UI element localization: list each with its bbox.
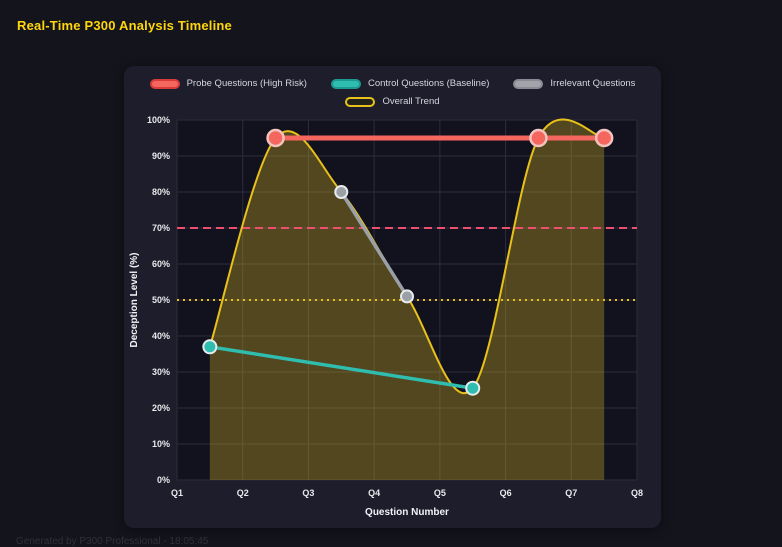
legend-row: Probe Questions (High Risk) Control Quest… xyxy=(149,78,635,89)
legend-swatch-trend xyxy=(345,96,376,107)
page-footer: Generated by P300 Professional - 18:05:4… xyxy=(16,536,209,547)
page-title: Real-Time P300 Analysis Timeline xyxy=(17,18,232,33)
legend-label: Irrelevant Questions xyxy=(550,78,636,89)
control-point xyxy=(202,339,218,355)
x-tick-label: Q4 xyxy=(368,488,380,498)
control-point xyxy=(465,380,481,396)
x-tick-label: Q6 xyxy=(500,488,512,498)
y-tick-label: 60% xyxy=(152,259,170,269)
chart-panel: Probe Questions (High Risk) Control Quest… xyxy=(124,66,661,528)
legend-item-irrelevant[interactable]: Irrelevant Questions xyxy=(513,78,635,89)
y-tick-label: 0% xyxy=(157,475,170,485)
irrelevant-point xyxy=(400,289,414,304)
legend-label: Overall Trend xyxy=(382,96,440,107)
y-tick-label: 20% xyxy=(152,403,170,413)
x-tick-label: Q3 xyxy=(302,488,314,498)
legend-swatch-probe xyxy=(149,78,180,89)
y-tick-label: 50% xyxy=(152,295,170,305)
legend-label: Control Questions (Baseline) xyxy=(367,78,490,89)
legend-item-trend[interactable]: Overall Trend xyxy=(345,96,440,107)
legend-item-control[interactable]: Control Questions (Baseline) xyxy=(330,78,490,89)
legend-row: Overall Trend xyxy=(345,96,440,107)
irrelevant-line xyxy=(339,190,409,299)
x-tick-label: Q5 xyxy=(434,488,446,498)
y-tick-label: 40% xyxy=(152,331,170,341)
x-tick-label: Q8 xyxy=(631,488,643,498)
legend-label: Probe Questions (High Risk) xyxy=(186,78,307,89)
chart-legend: Probe Questions (High Risk) Control Quest… xyxy=(124,66,661,124)
probe-point xyxy=(594,128,614,148)
chart-svg: Q1 Q2 Q3 Q4 Q5 Q6 Q7 Q8 0% 10% 20% 30% 40% 50% 60% 70% 8… xyxy=(129,116,643,518)
irrelevant-point xyxy=(334,185,349,199)
legend-swatch-control xyxy=(330,78,361,89)
y-tick-label: 90% xyxy=(152,151,170,161)
probe-point xyxy=(529,128,548,148)
x-tick-label: Q7 xyxy=(565,488,577,498)
y-axis-title: Deception Level (%) xyxy=(129,252,140,347)
probe-point xyxy=(266,128,285,148)
legend-item-probe[interactable]: Probe Questions (High Risk) xyxy=(149,78,307,89)
x-axis-title: Question Number xyxy=(365,507,449,518)
y-tick-label: 10% xyxy=(152,439,170,449)
y-tick-label: 70% xyxy=(152,223,170,233)
y-tick-label: 100% xyxy=(147,116,170,125)
y-tick-label: 80% xyxy=(152,187,170,197)
x-tick-label: Q2 xyxy=(237,488,249,498)
x-tick-label: Q1 xyxy=(171,488,183,498)
y-tick-label: 30% xyxy=(152,367,170,377)
control-line xyxy=(208,345,475,390)
legend-swatch-irrelevant xyxy=(513,78,544,89)
